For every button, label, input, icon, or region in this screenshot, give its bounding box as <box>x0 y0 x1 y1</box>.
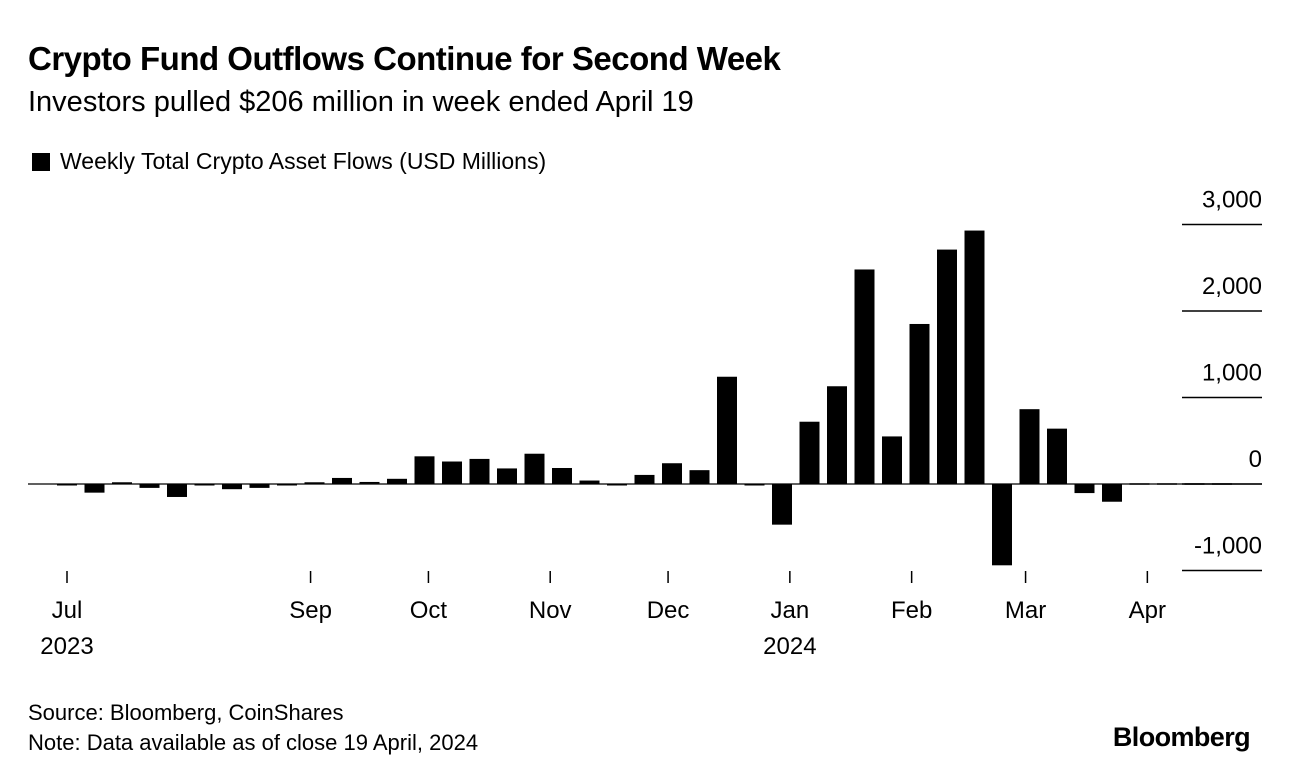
bar <box>607 484 627 486</box>
bar <box>689 470 710 484</box>
bar <box>414 456 435 484</box>
x-tick-label: Oct <box>410 597 448 624</box>
bar <box>909 323 930 484</box>
bar <box>524 453 545 484</box>
bar <box>634 474 655 484</box>
bar <box>1129 483 1150 485</box>
x-tick-label: Mar <box>1005 597 1046 624</box>
x-year-label: 2023 <box>40 633 93 660</box>
bar <box>249 484 270 488</box>
bar <box>799 421 820 484</box>
bar <box>139 484 160 488</box>
bar <box>167 484 187 497</box>
bar <box>222 484 242 490</box>
bar <box>112 482 132 484</box>
x-tick-label: Nov <box>529 597 572 624</box>
bar <box>194 484 215 486</box>
y-tick-label: 0 <box>1249 446 1262 473</box>
bloomberg-logo: Bloomberg <box>1112 722 1251 752</box>
bar <box>84 484 105 493</box>
bar <box>854 269 875 484</box>
bar <box>1047 428 1067 484</box>
y-tick-label: -1,000 <box>1194 533 1262 560</box>
bar <box>1212 483 1232 485</box>
bar <box>579 480 600 484</box>
bar <box>1102 484 1122 502</box>
bar <box>744 484 765 486</box>
bar <box>1157 483 1177 485</box>
bar <box>717 376 737 484</box>
bar <box>1074 484 1095 494</box>
y-tick-label: 1,000 <box>1202 360 1262 387</box>
bar <box>497 468 517 484</box>
y-tick-label: 2,000 <box>1202 273 1262 300</box>
x-year-label: 2024 <box>763 633 816 660</box>
legend: Weekly Total Crypto Asset Flows (USD Mil… <box>32 148 546 175</box>
bar <box>964 230 985 484</box>
x-tick-label: Jan <box>771 597 810 624</box>
bar <box>1184 483 1205 485</box>
bar <box>827 386 847 484</box>
y-tick-label: 3,000 <box>1202 187 1262 214</box>
x-tick-label: Apr <box>1129 597 1166 624</box>
bar <box>442 461 462 484</box>
bar <box>277 484 297 486</box>
bar <box>937 249 957 484</box>
bar <box>332 477 352 484</box>
data-note: Note: Data available as of close 19 Apri… <box>28 730 479 755</box>
bar <box>882 436 902 484</box>
bar <box>662 463 682 484</box>
x-tick-label: Sep <box>289 597 332 624</box>
x-tick-label: Jul <box>52 597 83 624</box>
bar <box>57 484 77 486</box>
legend-label: Weekly Total Crypto Asset Flows (USD Mil… <box>60 148 547 174</box>
bar <box>1019 409 1040 484</box>
x-tick-label: Dec <box>647 597 690 624</box>
source-note: Source: Bloomberg, CoinShares <box>28 700 344 725</box>
bar <box>387 478 407 484</box>
legend-swatch <box>32 152 50 171</box>
chart-subtitle: Investors pulled $206 million in week en… <box>28 86 694 118</box>
chart-title: Crypto Fund Outflows Continue for Second… <box>28 40 781 77</box>
x-tick-label: Feb <box>891 597 932 624</box>
bar <box>359 481 380 484</box>
bar <box>469 458 490 484</box>
bar <box>552 467 572 484</box>
bar <box>772 484 792 525</box>
bar <box>304 482 325 484</box>
bar <box>992 484 1012 566</box>
